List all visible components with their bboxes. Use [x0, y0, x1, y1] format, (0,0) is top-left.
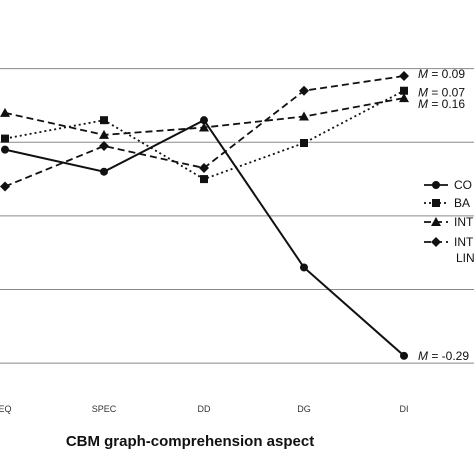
- point-int-lin-marker: [0, 181, 10, 192]
- legend-label-int-lin: INT: [454, 235, 474, 249]
- x-tick-label: SPEC: [92, 404, 117, 414]
- point-int-marker: [99, 129, 109, 139]
- legend-label-co: CO: [454, 178, 472, 192]
- gridlines: [0, 68, 474, 364]
- point-int-lin-marker: [99, 140, 109, 151]
- x-tick-label: DG: [297, 404, 311, 414]
- legend-label-ba: BA: [454, 196, 470, 210]
- legend-int-marker: [431, 217, 441, 226]
- value-annotation: M = 0.07: [418, 86, 465, 100]
- point-ba-marker: [300, 139, 308, 148]
- value-annotations: M = 0.09 M = 0.07M = 0.16 M = -0.29: [418, 67, 469, 363]
- point-ba-marker: [400, 86, 408, 95]
- point-ba-marker: [100, 116, 108, 125]
- point-co-marker: [300, 263, 308, 272]
- point-co-marker: [1, 145, 9, 154]
- point-ba-marker: [1, 134, 9, 143]
- point-co-marker: [400, 351, 408, 360]
- point-int-marker: [199, 122, 209, 132]
- x-tick-label: DD: [198, 404, 211, 414]
- value-annotation: M = 0.16: [418, 97, 465, 111]
- point-int-marker: [0, 107, 10, 117]
- x-tick-labels: EQ SPEC DD DG DI: [0, 404, 409, 414]
- legend-co-marker: [432, 181, 440, 189]
- legend-label-int: INT: [454, 215, 474, 229]
- legend-ba-marker: [432, 199, 440, 207]
- legend: CO BA INT INT LIN: [424, 178, 474, 265]
- value-annotation: M = -0.29: [418, 349, 469, 363]
- series-line-co: [4, 118, 405, 357]
- point-int-marker: [299, 111, 309, 121]
- point-int-lin-marker: [399, 71, 409, 81]
- point-int-lin-marker: [299, 85, 309, 96]
- point-co-marker: [100, 167, 108, 176]
- x-tick-label: EQ: [0, 404, 12, 414]
- legend-int-lin-marker: [431, 237, 441, 247]
- value-annotation: M = 0.09: [418, 67, 465, 81]
- series-markers: [0, 71, 409, 360]
- point-int-marker: [399, 93, 409, 103]
- point-co-marker: [200, 116, 208, 125]
- point-ba-marker: [200, 175, 208, 184]
- x-tick-label: DI: [400, 404, 409, 414]
- x-axis-label: CBM graph-comprehension aspect: [66, 433, 314, 450]
- legend-label-int-lin-line2: LIN: [456, 251, 474, 265]
- point-int-lin-marker: [199, 163, 209, 174]
